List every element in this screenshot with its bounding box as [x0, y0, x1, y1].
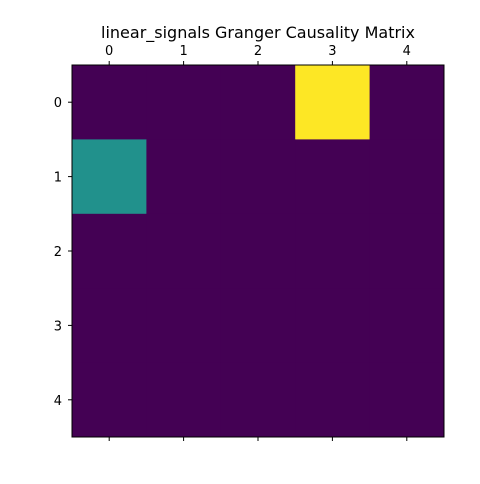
heatmap-cell-0-1 — [146, 65, 222, 140]
y-tick-label-3: 3 — [54, 319, 62, 334]
heatmap-cell-4-0 — [72, 362, 147, 438]
heatmap-cell-3-1 — [146, 288, 222, 364]
heatmap-cell-1-3 — [295, 139, 371, 215]
heatmap-cell-0-4 — [369, 65, 445, 140]
heatmap-cell-2-0 — [72, 213, 147, 289]
heatmap-cells — [72, 65, 445, 438]
heatmap-cell-4-1 — [146, 362, 222, 438]
heatmap-cell-1-0 — [72, 139, 147, 215]
heatmap-cell-0-0 — [72, 65, 147, 140]
heatmap-cell-3-0 — [72, 288, 147, 364]
heatmap-cell-4-2 — [220, 362, 296, 438]
heatmap-cell-2-1 — [146, 213, 222, 289]
heatmap-cell-1-4 — [369, 139, 445, 215]
y-tick-label-1: 1 — [54, 171, 62, 186]
heatmap-cell-2-4 — [369, 213, 445, 289]
y-tick-label-0: 0 — [54, 96, 62, 111]
chart-title: linear_signals Granger Causality Matrix — [101, 23, 415, 43]
y-axis-ticks: 0 1 2 3 4 — [54, 96, 72, 409]
heatmap-cell-3-4 — [369, 288, 445, 364]
y-tick-label-2: 2 — [54, 245, 62, 260]
heatmap-cell-1-1 — [146, 139, 222, 215]
x-tick-label-1: 1 — [179, 44, 187, 59]
heatmap-cell-1-2 — [220, 139, 296, 215]
heatmap-cell-4-3 — [295, 362, 371, 438]
x-axis-ticks: 0 1 2 3 4 — [105, 44, 411, 441]
heatmap-cell-4-4 — [369, 362, 445, 438]
heatmap-cell-3-2 — [220, 288, 296, 364]
x-tick-label-4: 4 — [403, 44, 411, 59]
heatmap-cell-0-2 — [220, 65, 296, 140]
heatmap-cell-0-3 — [295, 65, 371, 140]
heatmap-cell-2-2 — [220, 213, 296, 289]
x-tick-label-0: 0 — [105, 44, 113, 59]
heatmap-cell-2-3 — [295, 213, 371, 289]
heatmap-cell-3-3 — [295, 288, 371, 364]
x-tick-label-2: 2 — [254, 44, 262, 59]
y-tick-label-4: 4 — [54, 394, 62, 409]
x-tick-label-3: 3 — [328, 44, 336, 59]
